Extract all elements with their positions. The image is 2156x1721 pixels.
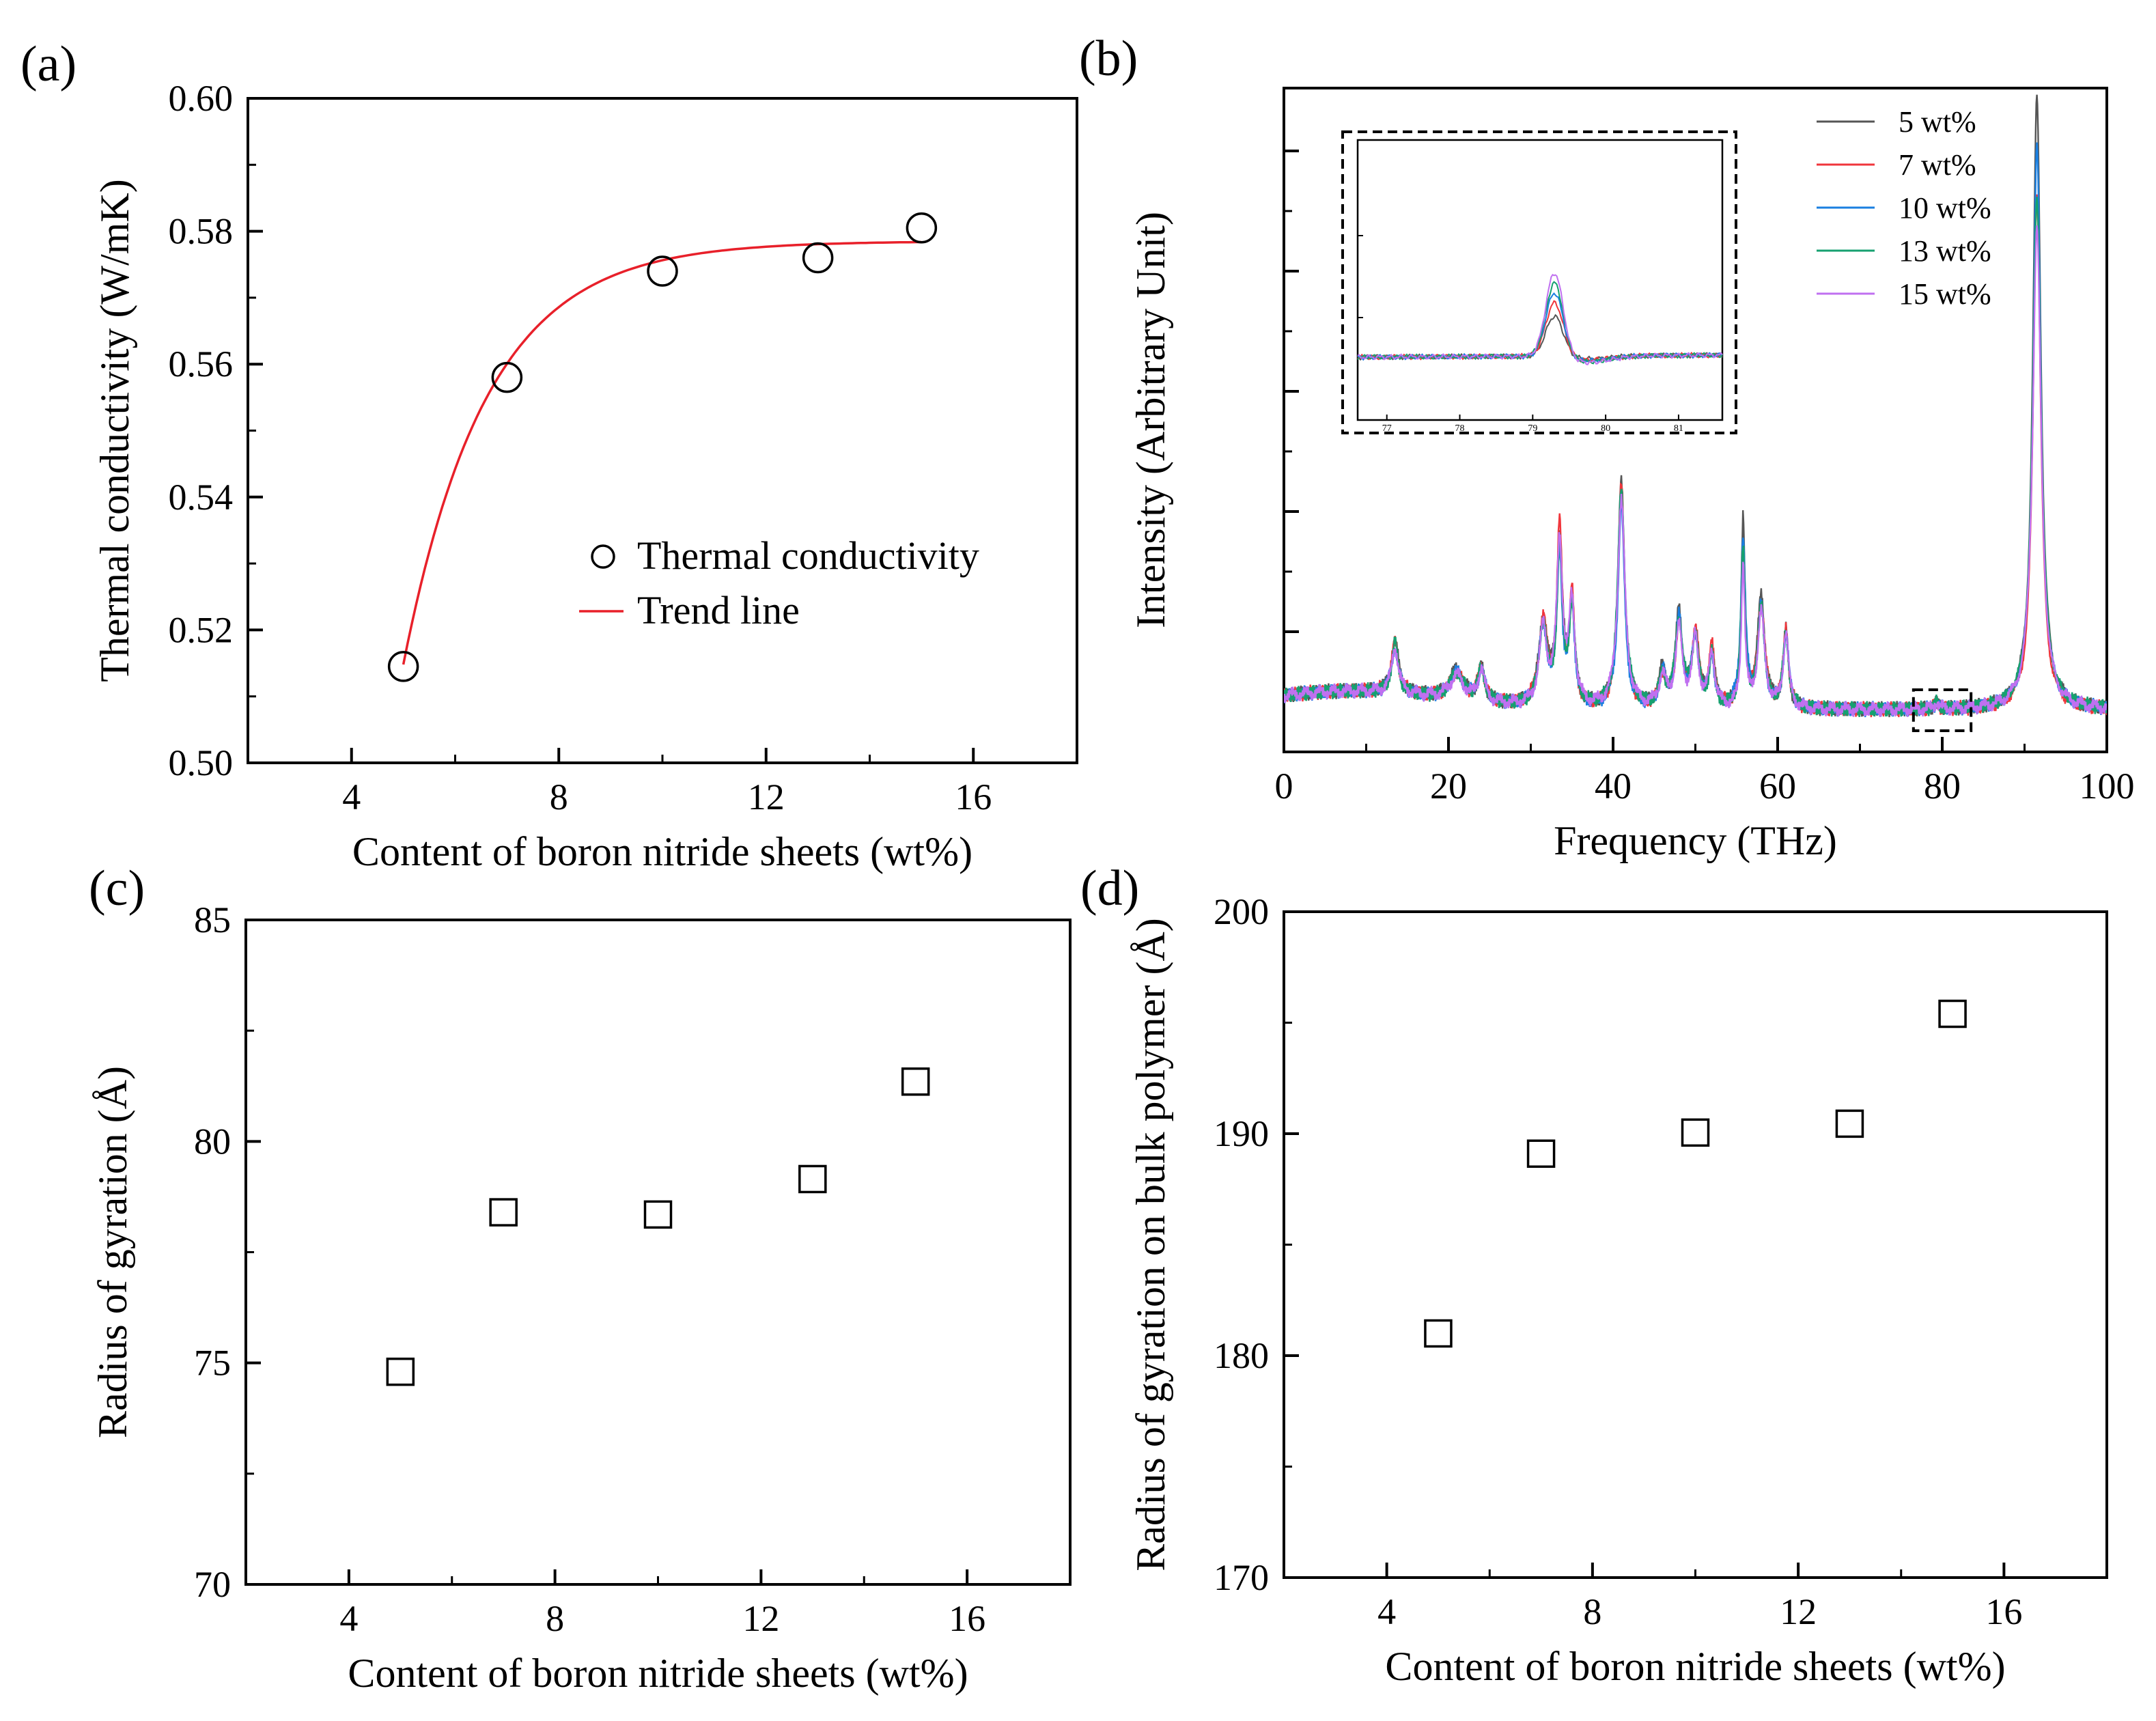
panel-label-a: (a) <box>20 36 76 92</box>
spectrum-series-line <box>1284 225 2107 717</box>
data-point <box>802 242 834 274</box>
a-plot-frame <box>247 97 1078 764</box>
x-tick-label: 8 <box>1583 1591 1601 1632</box>
data-point <box>1526 1139 1556 1168</box>
data-point <box>906 212 938 244</box>
data-point <box>643 1200 673 1229</box>
x-tick-label: 12 <box>748 776 785 817</box>
panel-label-b: (b) <box>1079 31 1138 87</box>
inset-x-tick-label: 81 <box>1674 423 1683 434</box>
inset-frame <box>1356 139 1724 421</box>
data-point <box>1835 1109 1864 1138</box>
legend-label: Trend line <box>637 588 800 632</box>
y-tick-label: 0.60 <box>169 78 234 119</box>
data-point <box>1938 999 1967 1029</box>
d-plot-frame <box>1283 910 2108 1579</box>
x-tick-label: 4 <box>1377 1591 1396 1632</box>
x-tick-label: 12 <box>1780 1591 1817 1632</box>
y-tick-label: 0.58 <box>169 211 234 252</box>
x-tick-label: 0 <box>1275 766 1293 807</box>
x-tick-label: 4 <box>339 1598 358 1639</box>
legend-label: 5 wt% <box>1899 105 1976 139</box>
y-tick-label: 0.50 <box>169 742 234 783</box>
a-x-axis-title: Content of boron nitride sheets (wt%) <box>352 829 972 874</box>
y-tick-label: 70 <box>194 1564 231 1605</box>
b-y-axis-title: Intensity (Arbitrary Unit) <box>1128 212 1173 628</box>
data-point <box>1424 1319 1453 1348</box>
c-y-axis-title: Radius of gyration (Å) <box>90 1066 135 1438</box>
y-tick-label: 190 <box>1214 1113 1269 1154</box>
data-point <box>1681 1118 1710 1147</box>
y-tick-label: 0.56 <box>169 344 234 384</box>
inset-dashed-border <box>1341 130 1737 434</box>
legend-label: 7 wt% <box>1899 148 1976 182</box>
b-x-axis-title: Frequency (THz) <box>1554 818 1837 863</box>
a-y-axis-title: Thermal conductivity (W/mK) <box>92 179 137 682</box>
data-point <box>491 361 523 393</box>
chart-panel-c: (c) 4 8 12 16 70 75 80 85 Content of boron nitrid… <box>89 860 1072 1696</box>
y-tick-label: 200 <box>1214 891 1269 932</box>
d-y-axis-title: Radius of gyration on bulk polymer (Å) <box>1128 918 1173 1571</box>
x-tick-label: 80 <box>1924 766 1961 807</box>
legend-marker-circle <box>591 544 615 569</box>
inset-series-line <box>1357 273 1723 365</box>
d-x-axis-title: Content of boron nitride sheets (wt%) <box>1385 1644 2005 1689</box>
x-tick-label: 20 <box>1430 766 1467 807</box>
data-point <box>901 1067 930 1096</box>
data-point <box>647 255 678 287</box>
y-tick-label: 85 <box>194 899 231 940</box>
inset-x-tick-label: 79 <box>1528 423 1537 434</box>
x-tick-label: 8 <box>550 776 568 817</box>
c-x-axis-title: Content of boron nitride sheets (wt%) <box>348 1651 968 1696</box>
y-tick-label: 0.52 <box>169 609 234 650</box>
x-tick-label: 4 <box>342 776 361 817</box>
chart-panel-d: (d) 4 8 12 16 170 180 190 200 Content of boron ni… <box>1080 860 2108 1689</box>
legend-label: 15 wt% <box>1899 277 1991 311</box>
y-tick-label: 80 <box>194 1121 231 1162</box>
legend-label: 10 wt% <box>1899 191 1991 225</box>
x-tick-label: 8 <box>546 1598 564 1639</box>
y-tick-label: 180 <box>1214 1335 1269 1376</box>
data-point <box>386 1357 415 1386</box>
x-tick-label: 16 <box>1985 1591 2022 1632</box>
trend-line <box>402 240 922 665</box>
legend-label: Thermal conductivity <box>637 533 979 578</box>
chart-panel-b: (b) 0 20 40 60 80 100 Frequency (THz) Intensity … <box>1079 31 2135 863</box>
data-point <box>489 1198 518 1227</box>
inset-highlight-box <box>1912 688 1973 732</box>
inset-x-tick-label: 77 <box>1382 423 1392 434</box>
y-tick-label: 170 <box>1214 1557 1269 1598</box>
panel-label-c: (c) <box>89 860 145 917</box>
x-tick-label: 100 <box>2080 766 2135 807</box>
y-tick-label: 75 <box>194 1343 231 1384</box>
data-point <box>387 651 419 682</box>
inset-x-tick-label: 80 <box>1601 423 1610 434</box>
panel-label-d: (d) <box>1080 860 1139 917</box>
x-tick-label: 12 <box>742 1598 779 1639</box>
data-point <box>798 1164 827 1194</box>
x-tick-label: 40 <box>1595 766 1632 807</box>
inset-x-tick-label: 78 <box>1455 423 1465 434</box>
x-tick-label: 16 <box>949 1598 985 1639</box>
legend-label: 13 wt% <box>1899 234 1991 268</box>
y-tick-label: 0.54 <box>169 477 234 518</box>
chart-panel-a: (a) 4 8 12 16 0.50 0.52 0.54 0.56 0.58 0.60 Content… <box>20 36 1078 874</box>
x-tick-label: 60 <box>1759 766 1796 807</box>
x-tick-label: 16 <box>955 776 992 817</box>
c-plot-frame <box>244 919 1072 1586</box>
